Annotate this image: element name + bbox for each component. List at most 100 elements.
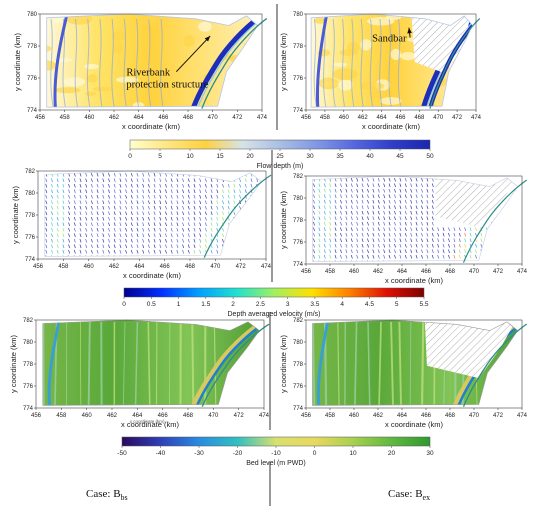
velocity-vector <box>147 238 150 243</box>
velocity-vector <box>388 205 391 210</box>
velocity-vector <box>165 238 167 243</box>
velocity-vector <box>216 244 219 249</box>
velocity-vector <box>222 200 224 205</box>
velocity-vector <box>216 227 219 232</box>
velocity-vector <box>119 205 122 210</box>
velocity-vector <box>475 254 477 259</box>
velocity-vector <box>199 238 202 243</box>
shallow-channel <box>341 18 346 108</box>
velocity-vector <box>480 238 483 243</box>
velocity-vector <box>165 244 167 249</box>
velocity-vector <box>204 233 207 238</box>
depth-patch <box>63 77 86 87</box>
velocity-vector <box>244 244 247 249</box>
velocity-vector <box>448 260 450 262</box>
y-tick-label: 776 <box>27 76 38 82</box>
velocity-vector <box>442 254 445 259</box>
velocity-vector <box>323 194 326 199</box>
velocity-vector <box>153 227 156 232</box>
depth-patch <box>86 74 98 83</box>
velocity-vector <box>415 183 418 188</box>
velocity-vector <box>361 216 364 221</box>
velocity-vector <box>40 184 41 188</box>
x-tick-label: 466 <box>421 413 432 419</box>
velocity-vector <box>431 232 434 237</box>
protection-structure <box>429 18 481 109</box>
velocity-vector <box>399 183 402 188</box>
velocity-vector <box>426 210 429 215</box>
velocity-vector <box>182 233 185 238</box>
velocity-vector <box>308 184 309 188</box>
velocity-vector <box>73 205 76 210</box>
velocity-vector <box>85 244 88 249</box>
velocity-vector <box>256 244 259 249</box>
velocity-vector <box>113 205 116 210</box>
velocity-vector <box>142 238 145 243</box>
velocity-vector <box>318 177 321 182</box>
velocity-vector <box>356 249 359 254</box>
bed-ridge <box>147 321 151 406</box>
velocity-vector <box>475 227 477 232</box>
velocity-vector <box>73 238 76 243</box>
velocity-vector <box>176 183 179 188</box>
velocity-vector <box>125 238 128 243</box>
annotation-label: protection structure <box>126 80 208 91</box>
velocity-vector <box>410 221 413 226</box>
velocity-vector <box>426 188 429 193</box>
velocity-vector <box>345 249 348 254</box>
sandbar-hatch <box>424 321 516 379</box>
velocity-vector <box>199 205 202 210</box>
y-tick-label: 780 <box>27 12 38 18</box>
velocity-vector <box>233 189 236 194</box>
x-tick-label: 462 <box>373 269 384 275</box>
velocity-vector <box>187 255 190 257</box>
velocity-vector <box>244 211 247 216</box>
velocity-vector <box>233 211 236 216</box>
velocity-vector <box>159 227 162 232</box>
colorbar-tick-label: 5 <box>395 301 399 308</box>
velocity-vector <box>108 211 110 216</box>
velocity-vector <box>216 189 219 194</box>
velocity-vector <box>372 216 375 221</box>
velocity-vector <box>45 189 48 194</box>
x-tick-label: 468 <box>445 269 456 275</box>
velocity-vector <box>96 222 99 227</box>
x-tick-label: 458 <box>325 269 336 275</box>
velocity-vector <box>340 227 342 232</box>
scour-channel-west <box>47 321 61 406</box>
x-tick-label: 468 <box>185 264 196 270</box>
velocity-vector <box>361 238 364 243</box>
velocity-vector <box>345 205 348 210</box>
velocity-vector <box>377 254 380 259</box>
velocity-vector <box>159 222 162 227</box>
velocity-vector <box>262 223 263 227</box>
velocity-vector <box>130 222 133 227</box>
depth-patch <box>142 15 157 23</box>
colorbar-strip <box>129 139 431 150</box>
velocity-vector <box>233 244 236 249</box>
velocity-vector <box>431 194 434 199</box>
velocity-vector <box>204 183 207 188</box>
velocity-vector <box>323 227 326 232</box>
velocity-vector <box>182 200 185 205</box>
velocity-vector <box>442 238 445 243</box>
velocity-vector <box>329 254 332 259</box>
velocity-vector <box>125 233 128 238</box>
velocity-vector <box>323 205 326 210</box>
velocity-vector <box>176 189 179 194</box>
velocity-vector <box>356 232 359 237</box>
velocity-vector <box>502 227 504 232</box>
velocity-vector <box>250 200 253 205</box>
velocity-vector <box>323 177 326 182</box>
velocity-vector <box>519 239 520 243</box>
velocity-vector <box>404 221 407 226</box>
velocity-vector <box>350 183 353 188</box>
x-tick-label: 462 <box>107 413 118 419</box>
velocity-vector <box>377 249 380 254</box>
velocity-vector <box>469 232 472 237</box>
velocity-vector <box>56 183 59 188</box>
y-tick-label: 774 <box>27 108 38 114</box>
velocity-vector <box>507 238 510 243</box>
velocity-vector <box>56 189 59 194</box>
